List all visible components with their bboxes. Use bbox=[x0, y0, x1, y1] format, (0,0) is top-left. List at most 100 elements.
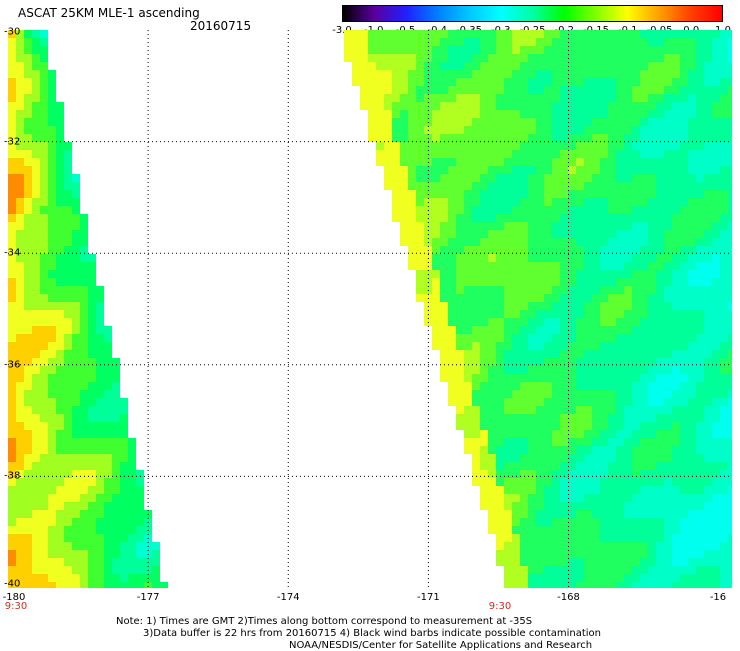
swath-cell bbox=[552, 102, 560, 110]
swath-cell bbox=[568, 310, 576, 318]
swath-cell bbox=[504, 574, 512, 582]
swath-cell bbox=[688, 526, 696, 534]
swath-cell bbox=[504, 430, 512, 438]
swath-cell bbox=[560, 86, 568, 94]
swath-cell bbox=[392, 54, 400, 62]
swath-cell bbox=[32, 238, 40, 246]
swath-cell bbox=[720, 438, 728, 446]
swath-cell bbox=[448, 214, 456, 222]
swath-cell bbox=[544, 94, 552, 102]
swath-cell bbox=[408, 126, 416, 134]
swath-cell bbox=[680, 102, 688, 110]
swath-cell bbox=[728, 62, 732, 70]
swath-cell bbox=[72, 310, 80, 318]
latitude-label: -38 bbox=[4, 470, 21, 482]
swath-cell bbox=[696, 462, 704, 470]
swath-cell bbox=[616, 582, 624, 588]
swath-cell bbox=[456, 126, 464, 134]
swath-cell bbox=[568, 46, 576, 54]
swath-cell bbox=[680, 118, 688, 126]
swath-cell bbox=[488, 190, 496, 198]
swath-cell bbox=[536, 110, 544, 118]
swath-cell bbox=[696, 494, 704, 502]
swath-cell bbox=[528, 174, 536, 182]
swath-cell bbox=[544, 166, 552, 174]
swath-cell bbox=[680, 494, 688, 502]
swath-cell bbox=[560, 470, 568, 478]
swath-cell bbox=[72, 558, 80, 566]
swath-cell bbox=[552, 502, 560, 510]
swath-cell bbox=[464, 286, 472, 294]
swath-cell bbox=[688, 158, 696, 166]
swath-cell bbox=[520, 390, 528, 398]
swath-cell bbox=[88, 294, 96, 302]
swath-cell bbox=[496, 454, 504, 462]
swath-cell bbox=[8, 542, 16, 550]
swath-cell bbox=[584, 486, 592, 494]
swath-cell bbox=[560, 454, 568, 462]
swath-cell bbox=[592, 510, 600, 518]
swath-cell bbox=[624, 406, 632, 414]
swath-cell bbox=[576, 406, 584, 414]
swath-cell bbox=[720, 166, 728, 174]
swath-cell bbox=[632, 494, 640, 502]
swath-cell bbox=[40, 334, 48, 342]
swath-cell bbox=[648, 422, 656, 430]
swath-cell bbox=[592, 502, 600, 510]
swath-cell bbox=[24, 286, 32, 294]
swath-cell bbox=[88, 542, 96, 550]
swath-cell bbox=[616, 310, 624, 318]
swath-cell bbox=[464, 102, 472, 110]
swath-cell bbox=[576, 230, 584, 238]
swath-cell bbox=[536, 486, 544, 494]
swath-cell bbox=[608, 374, 616, 382]
swath-cell bbox=[600, 30, 608, 38]
swath-cell bbox=[608, 206, 616, 214]
swath-cell bbox=[80, 422, 88, 430]
swath-cell bbox=[528, 238, 536, 246]
swath-cell bbox=[696, 574, 704, 582]
swath-cell bbox=[520, 566, 528, 574]
swath-cell bbox=[720, 254, 728, 262]
swath-cell bbox=[640, 462, 648, 470]
swath-cell bbox=[576, 446, 584, 454]
swath-cell bbox=[96, 374, 104, 382]
swath-cell bbox=[616, 574, 624, 582]
swath-cell bbox=[672, 582, 680, 588]
swath-cell bbox=[648, 238, 656, 246]
swath-cell bbox=[56, 118, 64, 126]
swath-cell bbox=[624, 142, 632, 150]
swath-cell bbox=[72, 438, 80, 446]
map-plot bbox=[8, 30, 732, 588]
swath-cell bbox=[40, 246, 48, 254]
swath-cell bbox=[712, 430, 720, 438]
swath-cell bbox=[592, 454, 600, 462]
swath-cell bbox=[664, 142, 672, 150]
swath-cell bbox=[600, 78, 608, 86]
swath-cell bbox=[608, 470, 616, 478]
swath-cell bbox=[680, 214, 688, 222]
swath-cell bbox=[488, 366, 496, 374]
swath-cell bbox=[664, 230, 672, 238]
swath-cell bbox=[608, 262, 616, 270]
swath-cell bbox=[24, 254, 32, 262]
swath-cell bbox=[560, 174, 568, 182]
swath-cell bbox=[720, 94, 728, 102]
swath-cell bbox=[704, 382, 712, 390]
swath-cell bbox=[8, 470, 16, 478]
swath-cell bbox=[592, 198, 600, 206]
swath-cell bbox=[440, 94, 448, 102]
swath-cell bbox=[64, 390, 72, 398]
swath-cell bbox=[520, 278, 528, 286]
swath-cell bbox=[80, 230, 88, 238]
swath-cell bbox=[96, 382, 104, 390]
swath-cell bbox=[24, 166, 32, 174]
swath-cell bbox=[400, 102, 408, 110]
swath-cell bbox=[528, 574, 536, 582]
swath-cell bbox=[64, 270, 72, 278]
swath-cell bbox=[520, 230, 528, 238]
swath-cell bbox=[640, 318, 648, 326]
swath-cell bbox=[480, 182, 488, 190]
swath-cell bbox=[560, 518, 568, 526]
swath-cell bbox=[24, 366, 32, 374]
